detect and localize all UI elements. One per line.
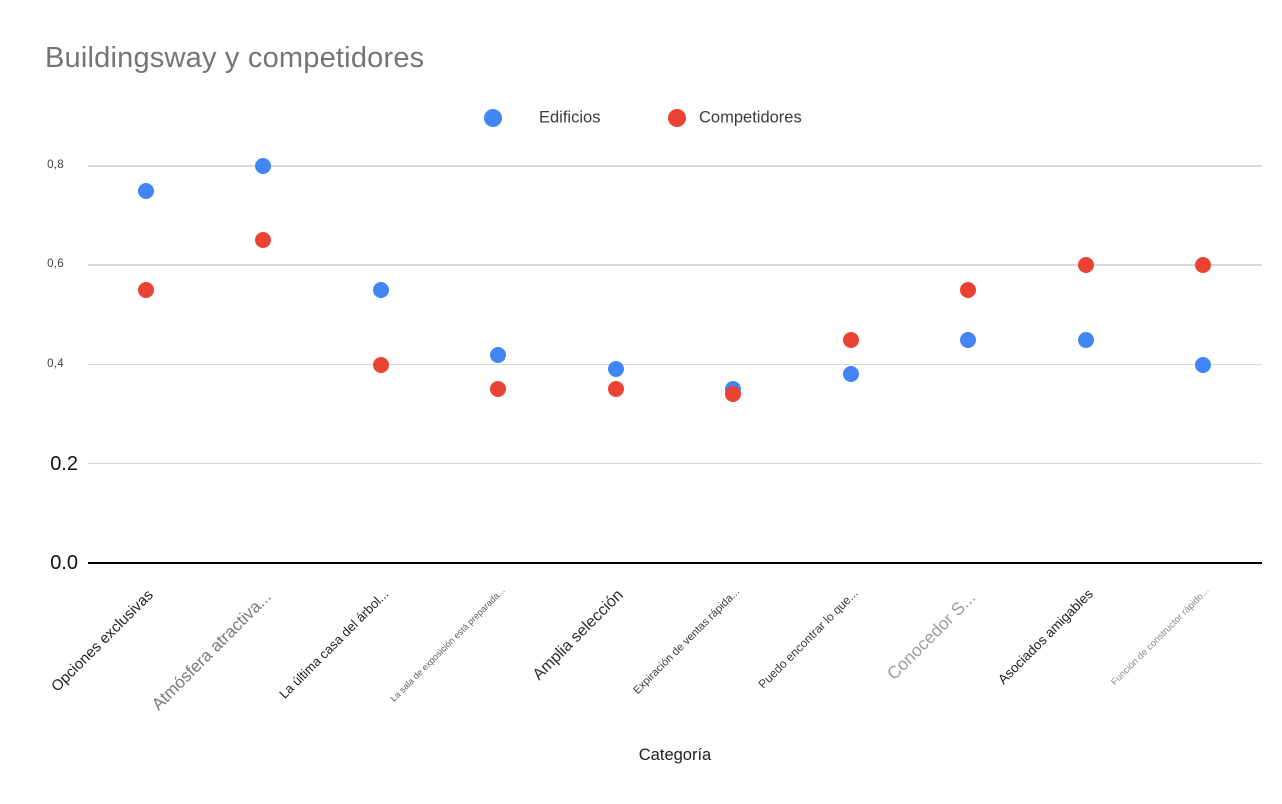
x-category-label: Opciones exclusivas <box>48 586 158 696</box>
y-tick-label-0_2: 0.2 <box>50 452 78 475</box>
gridline-0,6 <box>88 264 1262 266</box>
y-tick-label-0_6: 0,6 <box>47 258 64 271</box>
point-competidores-5[interactable] <box>725 386 742 403</box>
x-category-label: Función de constructor rápido... <box>1109 585 1212 688</box>
point-competidores-3[interactable] <box>490 381 507 398</box>
legend-dot-competidores <box>668 109 686 127</box>
x-category-label: La última casa del árbol... <box>275 586 392 702</box>
point-edificios-6[interactable] <box>842 366 859 383</box>
point-competidores-1[interactable] <box>255 232 272 249</box>
point-edificios-0[interactable] <box>138 182 154 199</box>
point-competidores-8[interactable] <box>1077 257 1094 274</box>
point-competidores-6[interactable] <box>842 331 859 348</box>
point-competidores-9[interactable] <box>1194 257 1211 274</box>
point-edificios-3[interactable] <box>490 346 507 363</box>
point-edificios-7[interactable] <box>960 331 977 348</box>
y-tick-label-0_8: 0,8 <box>47 159 64 171</box>
x-category-label: Conocedor S... <box>883 587 980 684</box>
legend-dot-edificios <box>484 109 502 127</box>
point-edificios-9[interactable] <box>1194 356 1211 373</box>
point-edificios-1[interactable] <box>255 158 272 174</box>
gridline-0,8 <box>88 165 1262 167</box>
point-edificios-8[interactable] <box>1077 331 1094 348</box>
legend-item-competidores[interactable]: Competidores <box>699 108 802 127</box>
x-axis-title: Categoría <box>638 746 712 764</box>
y-tick-label-0_4: 0,4 <box>47 357 64 370</box>
point-edificios-2[interactable] <box>372 282 389 299</box>
x-category-label: Puedo encontrar lo que... <box>755 586 861 692</box>
gridline-0.2 <box>88 462 1262 465</box>
x-category-label: Asociados amigables <box>995 586 1096 688</box>
y-tick-label-0_0: 0.0 <box>50 552 78 574</box>
point-competidores-4[interactable] <box>607 381 624 398</box>
legend-item-edificios[interactable]: Edificios <box>539 108 601 127</box>
x-category-label: Atmósfera atractiva... <box>147 586 275 714</box>
chart-title: Buildingsway y competidores <box>45 42 425 74</box>
x-category-label: Amplia selección <box>529 586 627 684</box>
gridline-0,4 <box>88 363 1262 365</box>
point-competidores-2[interactable] <box>372 356 389 373</box>
point-competidores-7[interactable] <box>960 282 977 299</box>
x-axis-line <box>88 562 1262 564</box>
x-category-label: Expiración de ventas rápida... <box>631 585 743 697</box>
point-edificios-4[interactable] <box>607 361 624 378</box>
x-category-label: La sala de exposición está preparada... <box>388 585 507 704</box>
point-competidores-0[interactable] <box>138 282 154 299</box>
